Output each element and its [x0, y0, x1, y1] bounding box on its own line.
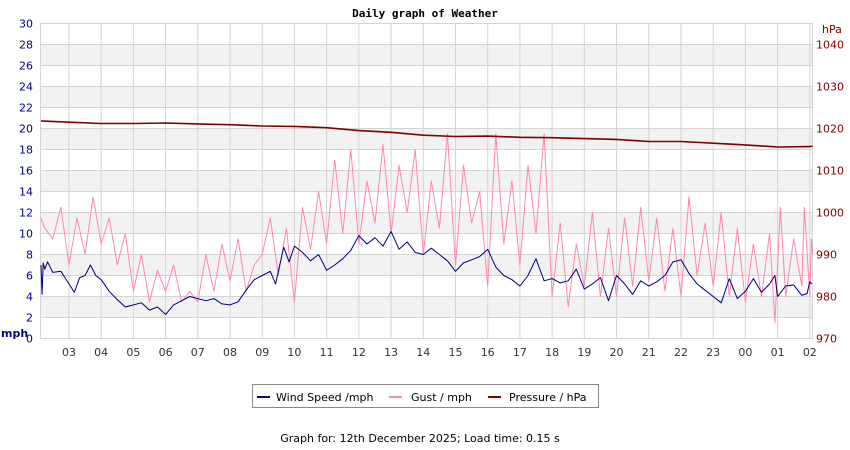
legend: Wind Speed /mph Gust / mph Pressure / hP…	[252, 384, 599, 408]
wind-speed-line	[40, 230, 813, 315]
x-tick-label: 12	[352, 346, 366, 359]
right-tick-label: 1030	[816, 81, 844, 94]
right-tick-label: 970	[816, 333, 837, 346]
right-tick-label: 980	[816, 291, 837, 304]
pressure-line	[40, 120, 813, 148]
x-tick-label: 18	[545, 346, 559, 359]
left-tick-label: 4	[26, 291, 33, 304]
x-tick-label: 00	[738, 346, 752, 359]
x-tick-label: 02	[803, 346, 817, 359]
left-tick-label: 26	[19, 60, 33, 73]
right-tick-label: 1020	[816, 123, 844, 136]
x-tick-label: 13	[384, 346, 398, 359]
legend-label-wind: Wind Speed /mph	[276, 391, 374, 404]
x-tick-label: 08	[223, 346, 237, 359]
right-tick-label: 990	[816, 249, 837, 262]
left-tick-label: 16	[19, 165, 33, 178]
grid-band	[40, 128, 813, 150]
right-tick-label: 1040	[816, 39, 844, 52]
right-tick-label: 1000	[816, 207, 844, 220]
footer-text: Graph for: 12th December 2025; Load time…	[280, 432, 560, 445]
chart-title: Daily graph of Weather	[352, 7, 498, 20]
x-tick-label: 19	[577, 346, 591, 359]
x-tick-label: 06	[159, 346, 173, 359]
series-lines	[40, 120, 813, 324]
x-tick-label: 03	[62, 346, 76, 359]
left-tick-label: 18	[19, 144, 33, 157]
left-tick-label: 22	[19, 102, 33, 115]
legend-box	[252, 384, 599, 408]
x-tick-label: 11	[320, 346, 334, 359]
left-tick-label: 20	[19, 123, 33, 136]
right-axis-ticks: 970 980 990 1000 1010 1020 1030 1040	[816, 39, 844, 346]
grid-band	[40, 170, 813, 192]
left-tick-label: 12	[19, 207, 33, 220]
x-tick-label: 15	[448, 346, 462, 359]
x-tick-label: 10	[287, 346, 301, 359]
left-tick-label: 2	[26, 312, 33, 325]
right-tick-label: 1010	[816, 165, 844, 178]
x-tick-label: 14	[416, 346, 430, 359]
plot-bands	[40, 44, 813, 318]
x-tick-label: 17	[513, 346, 527, 359]
x-tick-label: 09	[255, 346, 269, 359]
x-tick-label: 01	[771, 346, 785, 359]
left-tick-label: 10	[19, 228, 33, 241]
legend-label-gust: Gust / mph	[411, 391, 472, 404]
plot-frame	[40, 23, 813, 339]
left-tick-label: 6	[26, 270, 33, 283]
gust-line	[40, 133, 813, 324]
left-tick-label: 14	[19, 186, 33, 199]
left-tick-label: 28	[19, 39, 33, 52]
x-tick-label: 22	[674, 346, 688, 359]
grid-band	[40, 296, 813, 318]
left-tick-label: 24	[19, 81, 33, 94]
x-tick-label: 23	[706, 346, 720, 359]
x-tick-label: 07	[191, 346, 205, 359]
left-tick-label: 0	[26, 333, 33, 346]
x-axis-ticks: 03 04 05 06 07 08 09 10 11 12 13 14 15 16 17 18 19 20 21 22…	[62, 346, 817, 359]
x-tick-label: 04	[94, 346, 108, 359]
x-tick-label: 21	[642, 346, 656, 359]
left-axis-label: mph	[1, 327, 28, 340]
right-axis-label: hPa	[822, 23, 842, 36]
grid-band	[40, 44, 813, 66]
grid-band	[40, 86, 813, 108]
left-tick-label: 8	[26, 249, 33, 262]
x-tick-label: 16	[481, 346, 495, 359]
x-tick-label: 20	[610, 346, 624, 359]
left-tick-label: 30	[19, 18, 33, 31]
legend-label-pressure: Pressure / hPa	[509, 391, 587, 404]
x-tick-label: 05	[126, 346, 140, 359]
